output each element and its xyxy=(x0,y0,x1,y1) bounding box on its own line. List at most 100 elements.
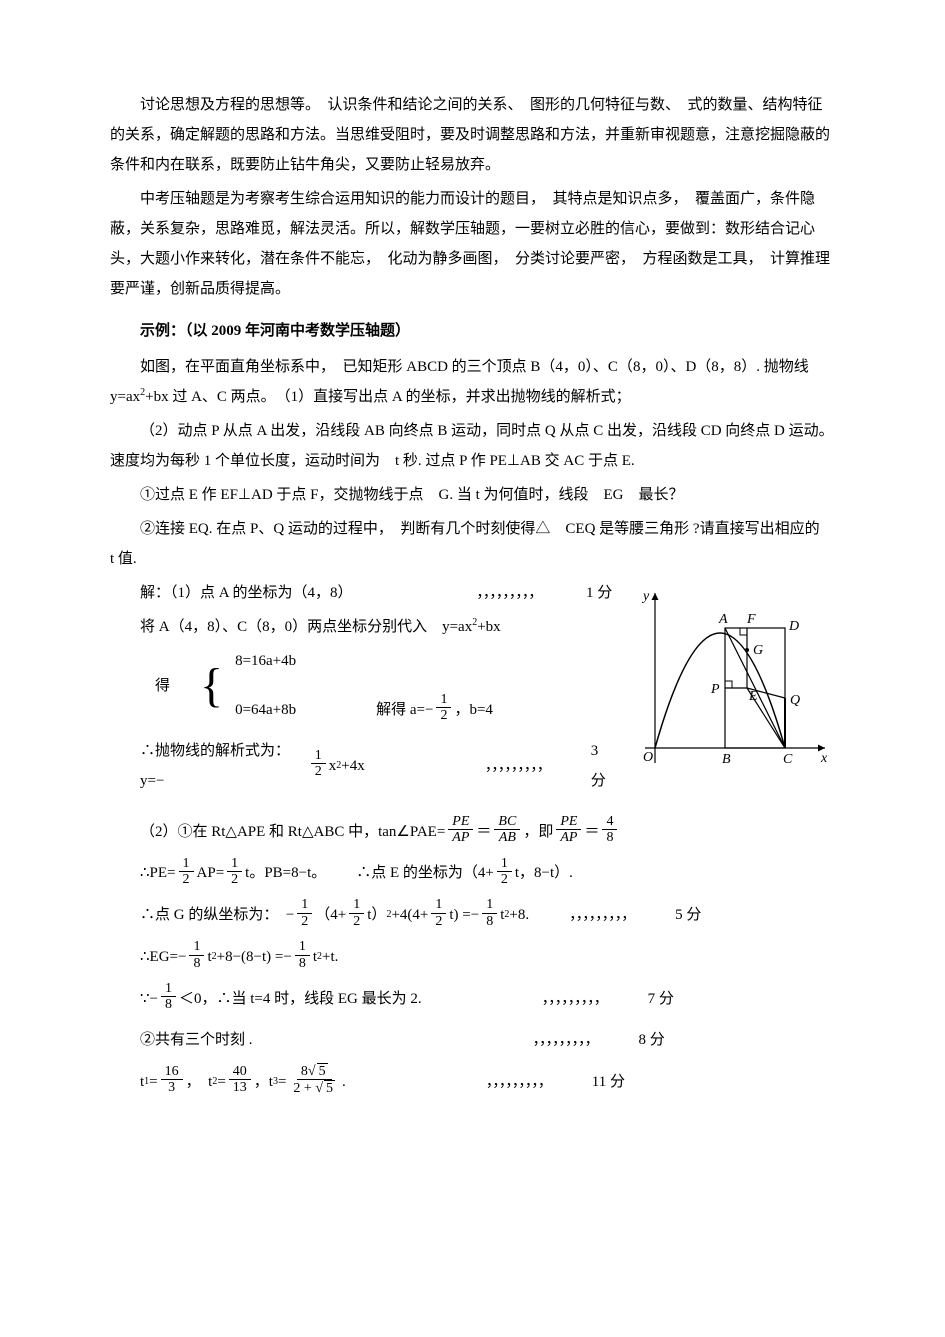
problem-line-1: 如图，在平面直角坐标系中， 已知矩形 ABCD 的三个顶点 B（4，0）、C（8… xyxy=(110,352,835,412)
frac-half-a: 12 xyxy=(436,692,451,724)
sol-6c: ，即 xyxy=(523,817,553,847)
den: 2 xyxy=(436,708,451,723)
d: AB xyxy=(495,830,520,845)
frac-half-y: 12 xyxy=(311,748,326,780)
sol-2b: +bx xyxy=(477,619,500,635)
score-3: 3 分 xyxy=(591,736,615,796)
n: BC xyxy=(494,814,520,830)
frac-half-8a: 12 xyxy=(297,897,312,929)
label-E: E xyxy=(748,689,758,704)
coordinate-graph-icon: O B C D A F G P E Q x y xyxy=(625,578,835,778)
n: PE xyxy=(556,814,581,830)
num: 1 xyxy=(436,692,451,708)
frac-bc-ab: BCAB xyxy=(494,814,520,846)
radical-icon: √ xyxy=(308,1064,316,1079)
solution-line-2: 将 A（4，8）、C（8，0）两点坐标分别代入 y=ax2+bx xyxy=(110,612,835,642)
n: 1 xyxy=(161,981,176,997)
n: 1 xyxy=(349,897,364,913)
solution-g-row: ∴点 G 的纵坐标为： − 12 （4+ 12 t）2 +4(4+ 12 t) … xyxy=(140,899,835,931)
sol-1-text: 解：（1）点 A 的坐标为（4，8） xyxy=(140,585,353,601)
problem-text-1b: +bx 过 A、C 两点。 （1）直接写出点 A 的坐标，并求出抛物线的解析式； xyxy=(145,389,631,405)
n: 1 xyxy=(297,897,312,913)
sol-3-de: 得 xyxy=(155,671,170,701)
t1-eq: = xyxy=(149,1067,157,1097)
score-11: 11 分 xyxy=(592,1067,625,1097)
da: 2 + xyxy=(293,1081,315,1096)
n: 16 xyxy=(161,1064,183,1080)
n: 1 xyxy=(482,897,497,913)
d: 8 xyxy=(482,914,497,929)
n: 1 xyxy=(311,748,326,764)
d: AP xyxy=(556,830,581,845)
d: 2 xyxy=(311,764,326,779)
frac-1-8-a: 18 xyxy=(482,897,497,929)
eq-2: 0=64a+8b xyxy=(235,695,296,725)
label-C: C xyxy=(783,752,793,767)
frac-half-8b: 12 xyxy=(349,897,364,929)
n: 8√5 xyxy=(297,1063,332,1080)
solution-eg-row: ∴EG=− 18 t2 +8−(8−t) =− 18 t2 +t. xyxy=(140,941,835,973)
frac-1-8-b: 18 xyxy=(189,939,204,971)
sol-10a: ∵− xyxy=(140,984,158,1014)
sol-12d: . xyxy=(342,1067,346,1097)
n: 1 xyxy=(189,939,204,955)
intro-paragraph-2: 中考压轴题是为考察考生综合运用知识的能力而设计的题目， 其特点是知识点多， 覆盖… xyxy=(110,184,835,304)
label-x: x xyxy=(820,751,828,766)
rtval: 5 xyxy=(317,1063,328,1079)
intro-paragraph-1: 讨论思想及方程的思想等。 认识条件和结论之间的关系、 图形的几何特征与数、 式的… xyxy=(110,90,835,180)
sol-5b: x xyxy=(329,751,337,781)
sol-7d: ∴点 E 的坐标为（4+ xyxy=(356,858,494,888)
solution-parabola: ∴抛物线的解析式为： y=− 12 x2 +4x ，，，，，，，，， 3 分 xyxy=(140,736,615,796)
solution-t-values: t1= 163 ， t2= 4013 ，t3= 8√5 2 + √5 . ，，，… xyxy=(140,1065,835,1099)
n: 1 xyxy=(497,856,512,872)
sol-8g: +8. xyxy=(509,900,529,930)
d: 2 xyxy=(297,914,312,929)
sol-7b: AP= xyxy=(197,858,225,888)
d: 2 xyxy=(497,872,512,887)
sol-6a: （2）①在 Rt△APE 和 Rt△ABC 中，tan∠PAE= xyxy=(140,817,445,847)
problem-line-3: ①过点 E 作 EF⊥AD 于点 F，交抛物线于点 G. 当 t 为何值时，线段… xyxy=(110,480,835,510)
frac-4-8: 48 xyxy=(602,814,617,846)
score-7: 7 分 xyxy=(648,984,674,1014)
label-Q: Q xyxy=(790,693,800,708)
eq-1: 8=16a+4b xyxy=(235,646,493,676)
t3-eq: = xyxy=(278,1067,286,1097)
label-O: O xyxy=(643,750,653,765)
solve-result: 解得 a=− 12 ，b=4 xyxy=(376,694,493,726)
solution-pe-row: ∴PE= 12 AP= 12 t。PB=8−t。 ∴点 E 的坐标为（4+ 12… xyxy=(140,858,835,890)
sol-8d: +4(4+ xyxy=(391,900,428,930)
t2-eq: = xyxy=(217,1067,225,1097)
radical-icon-2: √ xyxy=(315,1081,323,1096)
d: 3 xyxy=(164,1080,179,1095)
n: PE xyxy=(448,814,473,830)
solution-max-row: ∵− 18 ＜0，∴当 t=4 时，线段 EG 最长为 2. ，，，，，，，，，… xyxy=(140,983,835,1015)
dots-1: ，，，，，，，，， xyxy=(476,585,542,601)
d: 8 xyxy=(602,830,617,845)
t3-label: ，t xyxy=(254,1067,273,1097)
rtval2: 5 xyxy=(324,1080,335,1096)
sol-7e: t，8−t）. xyxy=(515,858,573,888)
d: 2 xyxy=(431,914,446,929)
sol-6d: ＝ xyxy=(584,817,599,847)
dots-3: ，，，，，，，，， xyxy=(485,751,551,781)
n: 40 xyxy=(229,1064,251,1080)
sol-11: ②共有三个时刻 . xyxy=(140,1025,253,1055)
equation-system: 得 { 8=16a+4b 0=64a+8b 解得 a=− 12 ，b=4 xyxy=(155,646,615,726)
frac-16-3: 163 xyxy=(161,1064,183,1096)
d: 13 xyxy=(229,1080,251,1095)
frac-pe-ap: PEAP xyxy=(448,814,473,846)
sol-5c: +4x xyxy=(341,751,364,781)
frac-half-7a: 12 xyxy=(179,856,194,888)
frac-1-8-d: 18 xyxy=(161,981,176,1013)
problem-line-4: ②连接 EQ. 在点 P、Q 运动的过程中， 判断有几个时刻使得△ CEQ 是等… xyxy=(110,514,835,574)
example-heading: 示例：（以 2009 年河南中考数学压轴题） xyxy=(110,316,835,346)
sol-4b: ，b=4 xyxy=(454,695,492,725)
n: 4 xyxy=(602,814,617,830)
solution-line-1: 解：（1）点 A 的坐标为（4，8） ，，，，，，，，， 1 分 xyxy=(110,578,835,608)
sol-7c: t。PB=8−t。 xyxy=(245,858,326,888)
frac-40-13: 4013 xyxy=(229,1064,251,1096)
label-B: B xyxy=(722,752,731,767)
label-P: P xyxy=(710,682,720,697)
d: 8 xyxy=(295,956,310,971)
d: 8 xyxy=(161,997,176,1012)
